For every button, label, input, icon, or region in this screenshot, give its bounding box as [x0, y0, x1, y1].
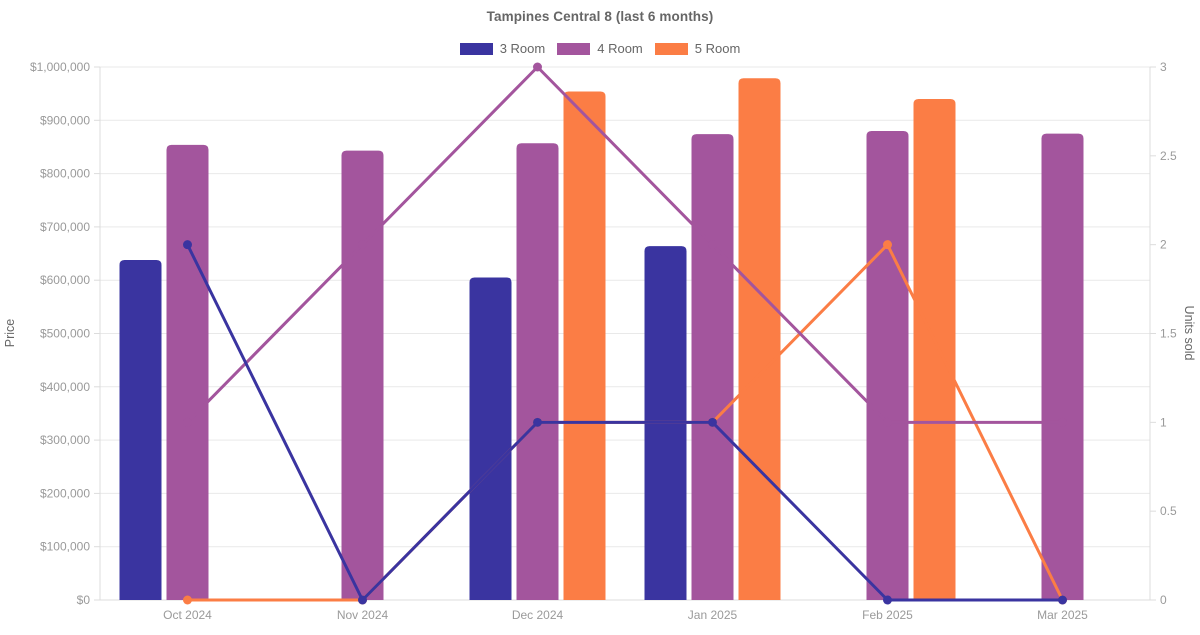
bar-4-room-nov-2024[interactable] [341, 150, 384, 600]
legend-item-3-room[interactable]: 3 Room [459, 41, 546, 56]
right-axis-tick-label: 0.5 [1160, 504, 1177, 518]
point-5-room-oct-2024[interactable] [183, 595, 192, 605]
left-axis-tick-label: $1,000,000 [30, 60, 90, 74]
legend-label-4-room: 4 Room [597, 41, 643, 56]
legend-label-5-room: 5 Room [694, 41, 741, 56]
legend-swatch-3-room [459, 42, 493, 55]
legend: 3 Room 4 Room 5 Room [0, 41, 1200, 56]
left-axis-tick-label: $700,000 [40, 220, 90, 234]
right-axis-tick-label: 3 [1160, 60, 1167, 74]
legend-swatch-4-room [557, 42, 591, 55]
point-3-room-oct-2024[interactable] [183, 240, 192, 250]
left-axis-tick-label: $600,000 [40, 273, 90, 287]
left-axis-tick-label: $300,000 [40, 433, 90, 447]
bar-4-room-dec-2024[interactable] [516, 143, 559, 600]
legend-swatch-5-room [654, 42, 688, 55]
point-4-room-oct-2024[interactable] [183, 417, 192, 427]
line-4-room[interactable] [186, 65, 1064, 424]
legend-item-5-room[interactable]: 5 Room [654, 41, 741, 56]
point-3-room-dec-2024[interactable] [533, 417, 542, 427]
right-axis-title: Units sold [1182, 305, 1196, 361]
left-axis-tick-label: $400,000 [40, 380, 90, 394]
point-4-room-nov-2024[interactable] [358, 240, 367, 250]
x-axis-label-oct-2024: Oct 2024 [163, 608, 212, 622]
left-axis-tick-label: $0 [77, 593, 91, 607]
bar-4-room-jan-2025[interactable] [691, 134, 734, 600]
point-3-room-jan-2025[interactable] [708, 417, 717, 427]
point-5-room-feb-2025[interactable] [883, 240, 892, 250]
bar-4-room-feb-2025[interactable] [866, 130, 909, 600]
right-axis-tick-label: 2.5 [1160, 149, 1177, 163]
left-axis-tick-label: $800,000 [40, 167, 90, 181]
bar-5-room-feb-2025[interactable] [913, 98, 956, 600]
point-4-room-dec-2024[interactable] [533, 62, 542, 72]
point-3-room-feb-2025[interactable] [883, 595, 892, 605]
point-4-room-jan-2025[interactable] [708, 240, 717, 250]
left-axis-tick-label: $500,000 [40, 327, 90, 341]
bar-5-room-dec-2024[interactable] [563, 91, 606, 600]
point-3-room-mar-2025[interactable] [1058, 595, 1067, 605]
left-axis-title: Price [3, 318, 17, 348]
left-axis-tick-label: $100,000 [40, 540, 90, 554]
left-axis-tick-label: $200,000 [40, 486, 90, 500]
line-3-room[interactable] [186, 243, 1064, 602]
x-axis-label-jan-2025: Jan 2025 [688, 608, 738, 622]
x-axis-label-mar-2025: Mar 2025 [1037, 608, 1088, 622]
x-axis-label-dec-2024: Dec 2024 [512, 608, 564, 622]
x-axis-label-feb-2025: Feb 2025 [862, 608, 913, 622]
bar-3-room-oct-2024[interactable] [119, 259, 162, 600]
x-axis-label-nov-2024: Nov 2024 [337, 608, 389, 622]
legend-item-4-room[interactable]: 4 Room [557, 41, 643, 56]
point-4-room-feb-2025[interactable] [883, 417, 892, 427]
bar-4-room-oct-2024[interactable] [166, 144, 209, 600]
right-axis-tick-label: 1 [1160, 415, 1167, 429]
left-axis-tick-label: $900,000 [40, 113, 90, 127]
right-axis-tick-label: 2 [1160, 238, 1167, 252]
chart-title: Tampines Central 8 (last 6 months) [486, 9, 714, 24]
right-axis-tick-label: 0 [1160, 593, 1167, 607]
bar-4-room-mar-2025[interactable] [1041, 133, 1084, 600]
bar-5-room-jan-2025[interactable] [738, 78, 781, 601]
right-axis-tick-label: 1.5 [1160, 327, 1177, 341]
legend-label-3-room: 3 Room [499, 41, 546, 56]
bar-3-room-dec-2024[interactable] [469, 277, 512, 600]
point-4-room-mar-2025[interactable] [1058, 417, 1067, 427]
point-3-room-nov-2024[interactable] [358, 595, 367, 605]
